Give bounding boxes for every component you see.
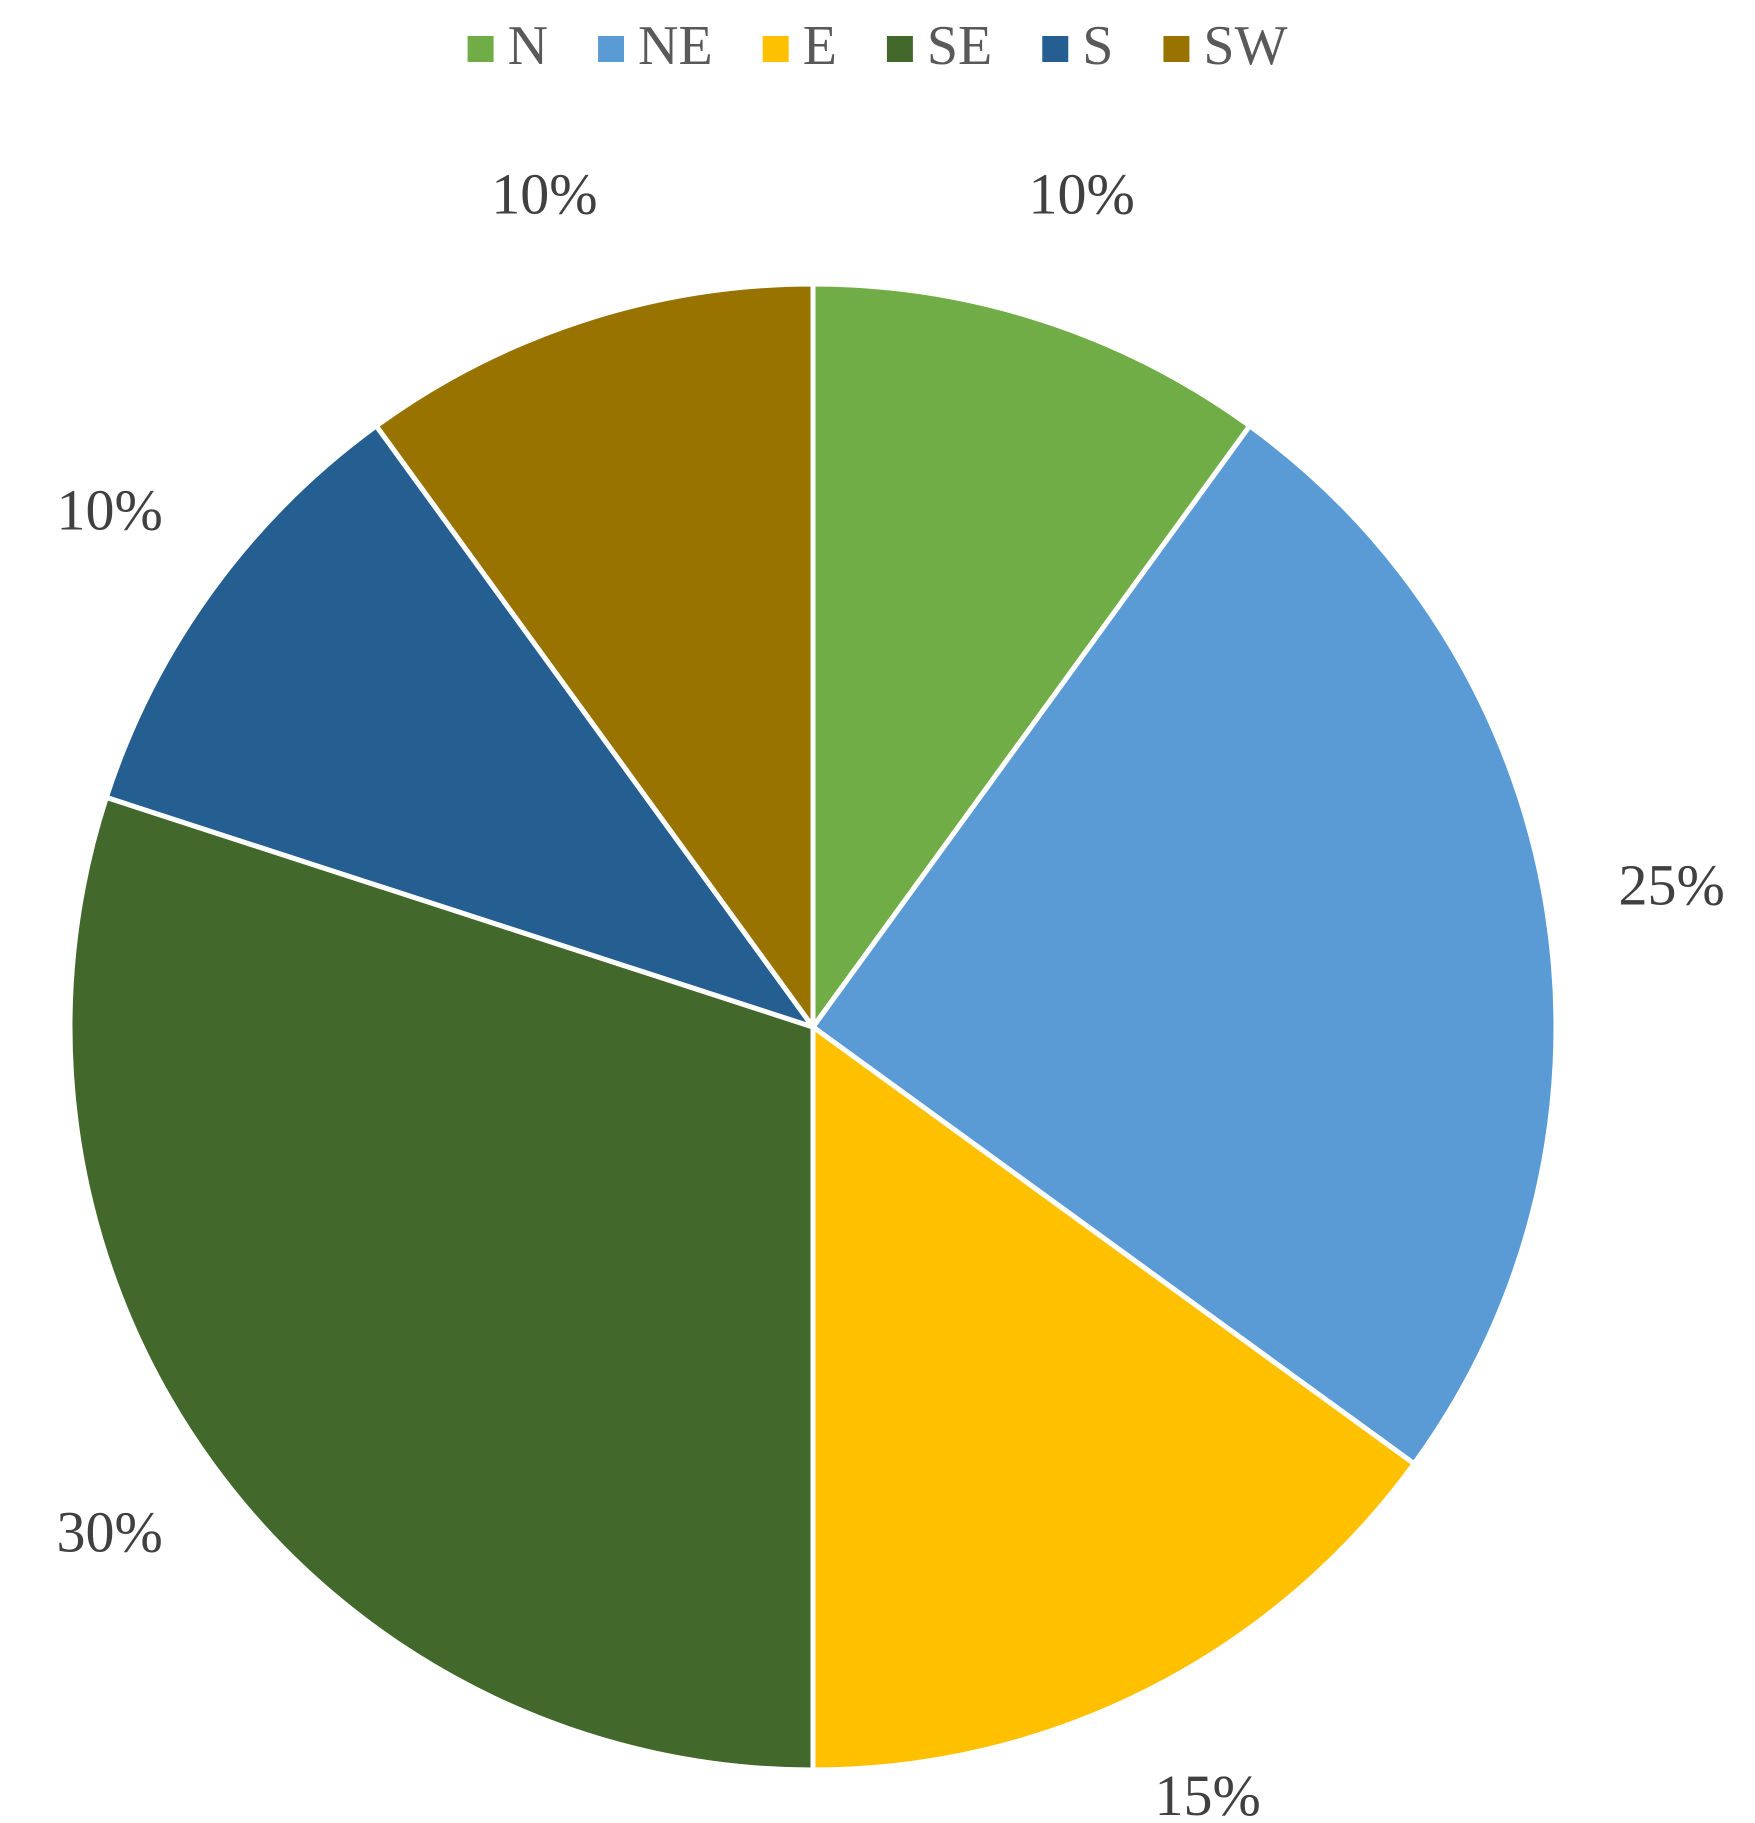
data-label: 25% (1618, 852, 1724, 917)
pie-slice (103, 422, 820, 1032)
legend-swatch (1042, 36, 1069, 62)
data-label: 30% (57, 1499, 163, 1564)
legend: N NE E SE S SW (467, 15, 1288, 77)
legend-label: SW (1203, 15, 1287, 77)
data-label: 10% (57, 477, 163, 542)
pie-slice (810, 1022, 1418, 1773)
pie-slice (372, 281, 816, 1035)
legend-label: E (803, 15, 837, 77)
data-label: 10% (491, 162, 597, 227)
legend-swatch (762, 36, 789, 62)
legend-label: NE (638, 15, 713, 77)
data-label: 10% (1028, 162, 1134, 227)
legend-label: SE (927, 15, 992, 77)
legend-swatch (886, 36, 913, 62)
data-label: 15% (1154, 1763, 1260, 1823)
legend-label: S (1082, 15, 1113, 77)
pie-slice (67, 794, 816, 1773)
pie-slice (809, 422, 1559, 1468)
legend-swatch (467, 36, 494, 62)
legend-label: N (508, 15, 548, 77)
pie-slice (810, 281, 1254, 1035)
legend-swatch (1163, 36, 1190, 62)
legend-swatch (598, 36, 625, 62)
